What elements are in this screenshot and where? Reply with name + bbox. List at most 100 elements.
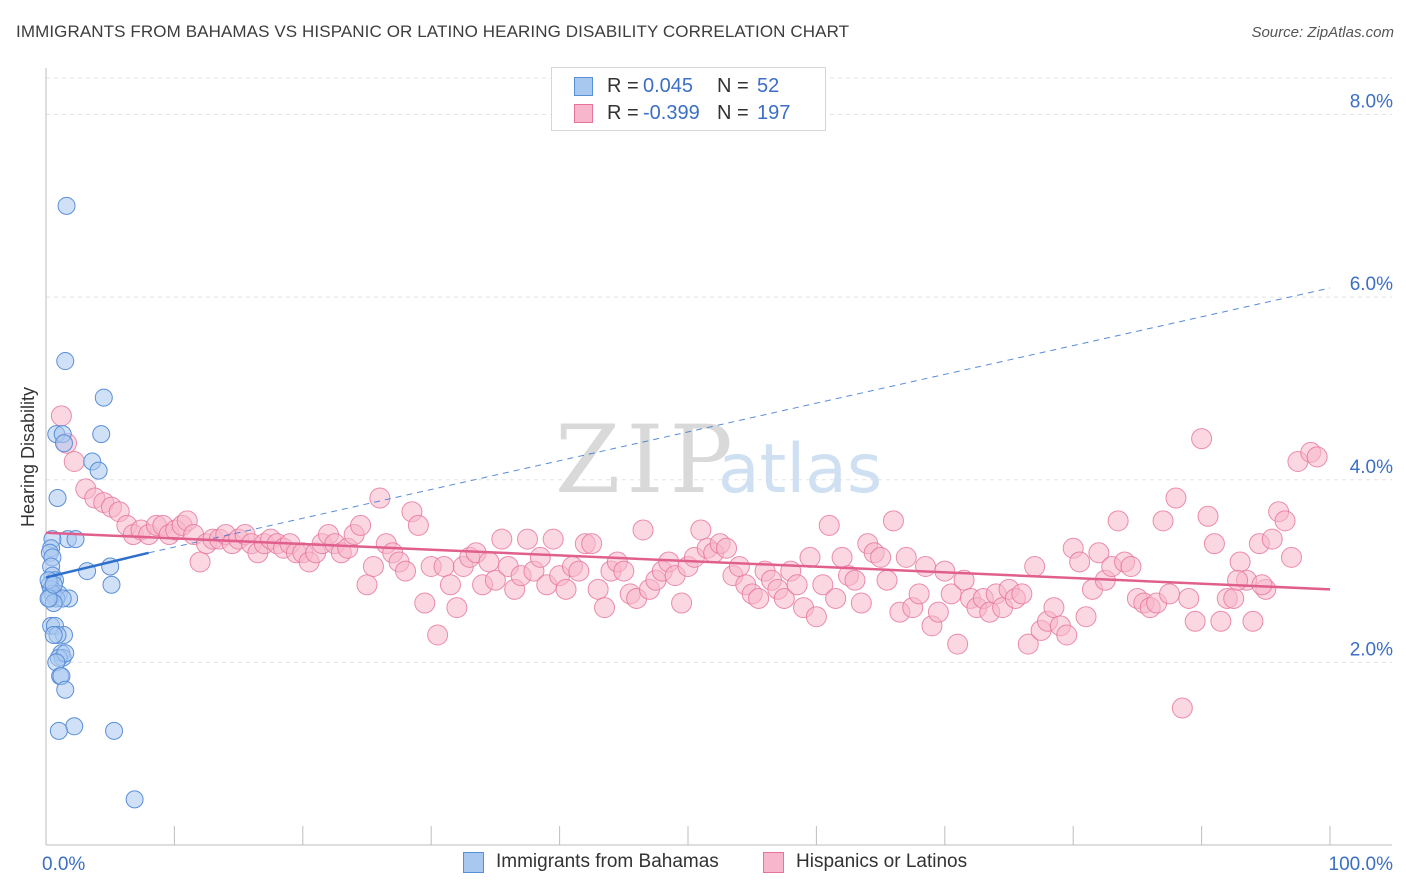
legend-row-hispanics: R = -0.399 N = 197 [574,100,790,126]
hispanic-point [189,551,211,573]
bottom-legend-swatch-pink [763,851,784,873]
watermark-zip: ZIP [555,406,739,515]
hispanic-point [908,583,930,605]
bottom-legend-hispanics: Hispanics or Latinos [763,851,967,873]
legend-n-label: N = [717,74,749,97]
hispanic-point [1017,633,1039,655]
legend-swatch-blue [574,76,593,96]
series-bahamas-points [39,196,144,809]
hispanic-point [812,574,834,596]
hispanic-point [786,574,808,596]
hispanic-point [362,556,384,578]
hispanic-point [594,597,616,619]
hispanic-point [1280,546,1302,568]
bahamas-point [89,461,108,480]
bahamas-point [44,625,63,644]
y-tick-label: 4.0% [1350,457,1393,478]
hispanic-point [1120,556,1142,578]
hispanic-point [1159,583,1180,605]
axes [45,68,1392,846]
hispanic-point [414,592,436,614]
hispanic-point [1229,551,1251,573]
hispanic-point [446,597,468,619]
bahamas-point [57,196,76,215]
grid-lines [46,77,1392,663]
hispanic-point [690,519,712,541]
hispanic-point [876,569,898,591]
y-axis-label: Hearing Disability [18,387,38,527]
hispanic-point [491,528,513,550]
bottom-legend-label-hispanics: Hispanics or Latinos [796,851,968,872]
hispanic-point [1227,569,1249,591]
hispanic-point [50,405,72,427]
legend-r-label: R = [607,74,639,97]
hispanic-point [356,574,378,596]
hispanic-point [568,560,590,582]
bottom-legend-label-bahamas: Immigrants from Bahamas [496,851,719,872]
hispanic-point [1251,574,1273,596]
hispanic-point [947,633,969,655]
bottom-legend-swatch-blue [463,851,484,873]
hispanic-point [478,551,500,573]
y-tick-label: 8.0% [1350,92,1393,113]
hispanic-point [1203,533,1225,555]
hispanic-point [870,546,892,568]
bahamas-point [105,721,124,740]
legend-swatch-pink [574,103,593,123]
hispanic-point [1261,528,1283,550]
hispanic-point [369,487,391,509]
bahamas-point [125,790,144,809]
hispanic-point [529,546,551,568]
bahamas-point [102,575,121,594]
bahamas-point [54,434,73,453]
bahamas-point [65,717,84,736]
hispanic-point [1274,510,1296,532]
hispanic-point [728,556,750,578]
bottom-legend-bahamas: Immigrants from Bahamas [463,851,719,873]
trendline-hispanics [45,531,1331,591]
series-hispanics-points [50,405,1328,719]
hispanic-point [63,451,85,472]
watermark-atlas: atlas [718,430,882,509]
bahamas-point [44,575,63,594]
hispanic-point [1242,610,1264,632]
hispanic-point [1011,583,1033,605]
correlation-legend: R = 0.045 N = 52 R = -0.399 N = 197 [551,67,826,131]
trendline-bahamas [45,551,150,579]
legend-r-value: 0.045 [643,74,694,97]
bahamas-point [92,425,111,444]
hispanic-point [439,574,461,596]
hispanic-point [1075,606,1097,628]
hispanic-point [555,578,577,600]
hispanic-point [613,560,635,582]
hispanic-point [1069,551,1091,573]
hispanic-point [1056,624,1078,646]
chart-title: IMMIGRANTS FROM BAHAMAS VS HISPANIC OR L… [16,22,850,41]
hispanic-point [1088,542,1110,564]
hispanic-point [1043,597,1065,619]
hispanic-point [1171,697,1193,719]
hispanic-point [542,528,564,550]
hispanic-point [1223,587,1245,609]
hispanic-point [805,606,827,628]
hispanic-point [1165,487,1187,509]
hispanic-point [844,569,866,591]
hispanic-point [915,556,937,578]
hispanic-point [427,624,449,646]
bahamas-point [56,680,75,699]
hispanic-point [1178,587,1200,609]
legend-n-value: 197 [757,101,791,124]
hispanic-point [517,528,538,550]
hispanic-point [484,569,506,591]
y-tick-label: 6.0% [1350,274,1393,295]
hispanic-point [407,514,429,536]
hispanic-point [895,546,917,568]
hispanic-point [716,537,738,559]
bahamas-point [49,721,68,740]
hispanic-point [433,556,455,578]
legend-n-label: N = [717,101,749,124]
hispanic-point [818,514,840,536]
trendlines [45,287,1331,591]
hispanic-point [1024,556,1046,578]
